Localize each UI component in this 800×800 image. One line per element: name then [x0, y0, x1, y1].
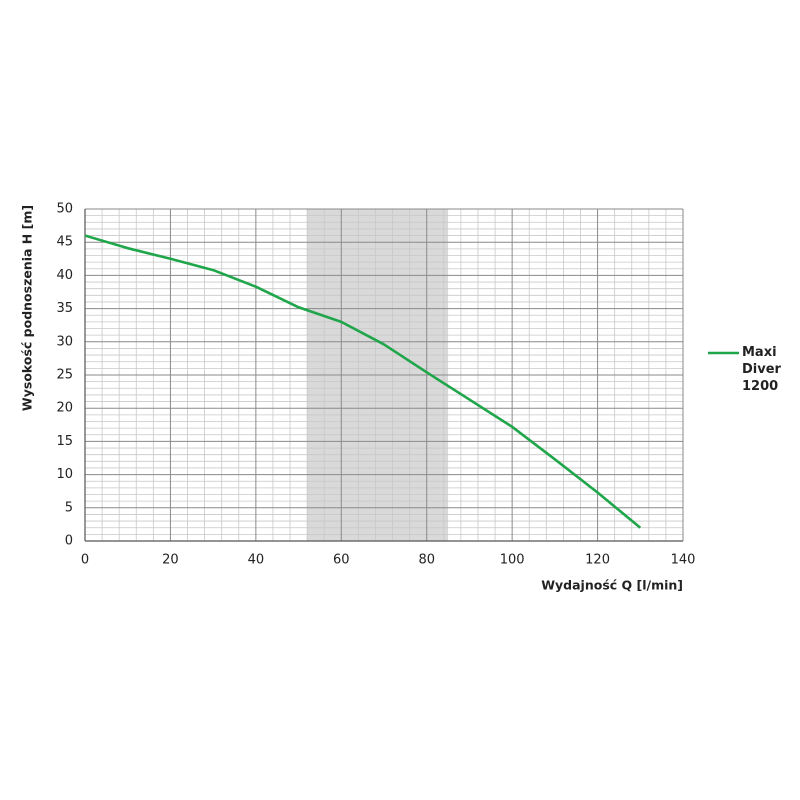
- y-axis-label: Wysokość podnoszenia H [m]: [20, 205, 35, 411]
- y-tick-label: 50: [56, 202, 73, 217]
- x-tick-label: 140: [671, 553, 696, 568]
- x-tick-label: 20: [162, 553, 179, 568]
- y-tick-label: 0: [65, 534, 73, 549]
- x-axis-label: Wydajność Q [l/min]: [541, 578, 683, 593]
- y-tick-label: 25: [56, 368, 73, 383]
- y-tick-label: 35: [56, 301, 73, 316]
- x-tick-label: 40: [248, 553, 265, 568]
- x-tick-label: 0: [81, 553, 89, 568]
- y-tick-label: 10: [56, 467, 73, 482]
- x-tick-label: 100: [500, 553, 525, 568]
- x-tick-label: 60: [333, 553, 350, 568]
- x-tick-label: 120: [585, 553, 610, 568]
- y-tick-label: 20: [56, 401, 73, 416]
- y-tick-label: 5: [65, 500, 73, 515]
- legend-label: Maxi Diver 1200: [742, 345, 781, 394]
- y-tick-label: 40: [56, 268, 73, 283]
- series-line: [84, 234, 642, 529]
- y-tick-label: 15: [56, 434, 73, 449]
- y-tick-label: 45: [56, 235, 73, 250]
- y-tick-label: 30: [56, 334, 73, 349]
- x-tick-label: 80: [418, 553, 435, 568]
